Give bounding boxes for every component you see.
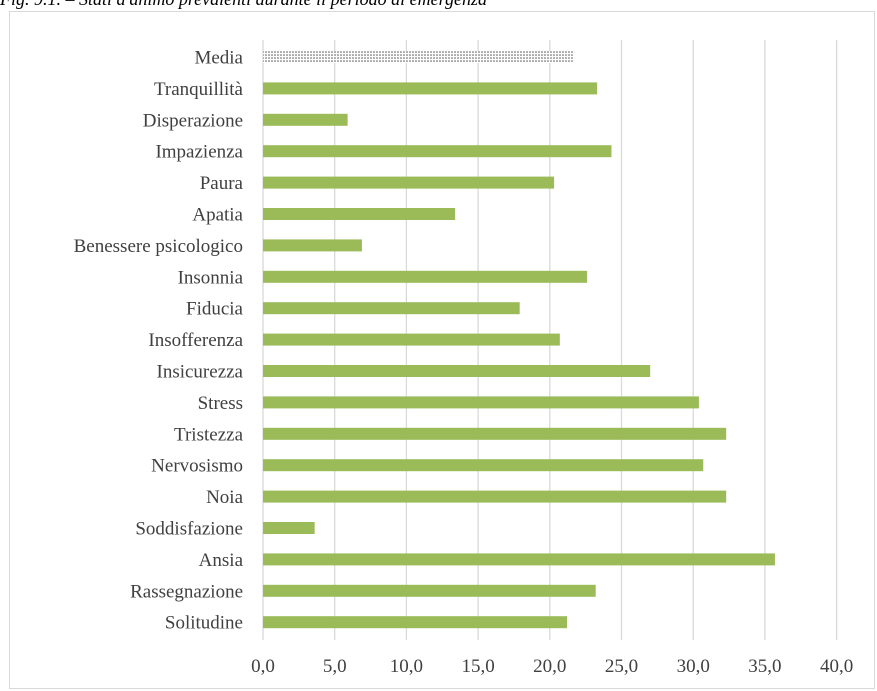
category-label: Tranquillità: [154, 79, 244, 100]
x-tick-label: 5,0: [323, 656, 347, 677]
category-label: Insicurezza: [157, 362, 244, 383]
bar: [263, 176, 555, 189]
category-label: Stress: [198, 393, 243, 414]
category-label: Paura: [200, 173, 244, 194]
x-tick-label: 20,0: [533, 656, 566, 677]
x-tick-label: 35,0: [748, 656, 781, 677]
category-label: Insonnia: [178, 267, 244, 288]
x-tick-label: 15,0: [461, 656, 494, 677]
bar: [263, 522, 315, 534]
bar: [263, 490, 727, 503]
category-label: Noia: [206, 487, 244, 508]
bar: [263, 239, 362, 252]
bar: [263, 113, 348, 126]
category-label: Media: [194, 48, 243, 69]
category-label: Impazienza: [155, 142, 243, 163]
bar: [263, 208, 456, 220]
bar: [263, 365, 651, 377]
bar: [263, 396, 699, 409]
category-label: Solitudine: [165, 613, 243, 634]
bar: [263, 584, 596, 597]
x-tick-label: 30,0: [677, 656, 710, 677]
x-tick-label: 25,0: [605, 656, 638, 677]
category-label: Ansia: [199, 550, 244, 571]
bar: [263, 333, 560, 346]
chart-frame: Media Tranquillità Disperazione Impazienza P…: [9, 11, 875, 689]
bar: [263, 427, 727, 440]
bar: [263, 553, 775, 566]
bar: [263, 82, 598, 95]
bar: [263, 459, 704, 472]
category-label: Tristezza: [174, 424, 244, 445]
bar-chart: Media Tranquillità Disperazione Impazienza P…: [74, 40, 853, 677]
x-tick-label: 0,0: [251, 656, 275, 677]
x-tick-label: 40,0: [820, 656, 853, 677]
category-label: Nervosismo: [151, 456, 243, 477]
bar: [263, 616, 568, 629]
x-tick-label: 10,0: [390, 656, 423, 677]
bar-media: [263, 51, 575, 63]
bar: [263, 145, 612, 158]
category-label: Fiducia: [186, 299, 244, 320]
figure-caption: Fig. 9.1. – Stati d'animo prevalenti dur…: [0, 0, 487, 11]
category-label: Soddisfazione: [135, 519, 243, 540]
bar: [263, 270, 588, 283]
category-label: Disperazione: [143, 110, 243, 131]
category-label: Insofferenza: [148, 330, 243, 351]
category-label: Benessere psicologico: [74, 236, 243, 257]
category-label: Rassegnazione: [130, 581, 243, 602]
category-label: Apatia: [192, 205, 243, 226]
bar: [263, 302, 520, 315]
